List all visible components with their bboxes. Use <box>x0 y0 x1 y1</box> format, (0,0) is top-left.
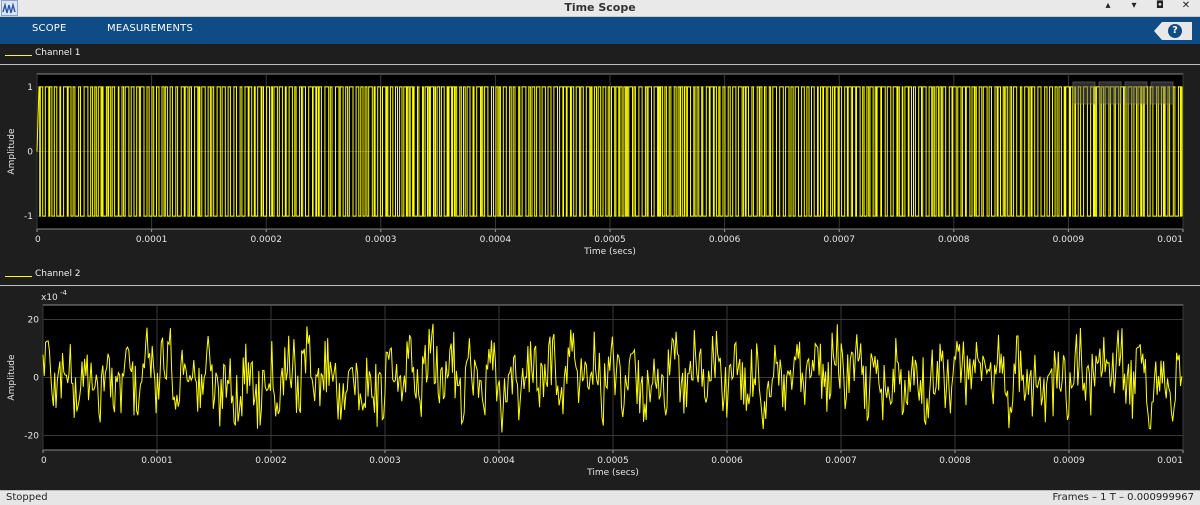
x-tick-label: 0.0002 <box>255 456 287 466</box>
legend-label: Channel 2 <box>35 269 81 279</box>
tab-scope[interactable]: SCOPE <box>32 23 67 34</box>
legend-channel-2[interactable]: Channel 2 <box>0 266 1200 286</box>
close-button[interactable]: ✕ <box>1181 0 1191 11</box>
y-tick-label: 1 <box>27 83 33 93</box>
window-title: Time Scope <box>564 1 636 14</box>
legend-label: Channel 1 <box>35 48 81 58</box>
minimize-button[interactable]: ▴ <box>1105 0 1111 11</box>
y-tick-label: 0 <box>33 374 39 384</box>
channel-2-plot[interactable]: 0 0.0001 0.0002 0.0003 0.0004 0.0005 0.0006 0.0… <box>0 287 1200 487</box>
y-tick-label: 0 <box>27 148 33 158</box>
frame-info: Frames – 1 T – 0.000999967 <box>1052 492 1194 503</box>
x-tick-label: 0.0007 <box>823 235 855 245</box>
scale-axes-icon[interactable] <box>1150 81 1174 105</box>
x-tick-label: 0 <box>35 235 41 245</box>
x-tick-label: 0.0003 <box>369 456 401 466</box>
x-tick-label: 0 <box>41 456 47 466</box>
plot-toolbar <box>1072 81 1174 105</box>
x-tick-label: 0.0002 <box>250 235 282 245</box>
toolstrip-tabs: SCOPE MEASUREMENTS ? <box>0 17 1200 44</box>
channel-1-plot[interactable]: 0 0.0001 0.0002 0.0003 0.0004 0.0005 0.0006 0.0… <box>0 66 1200 261</box>
maximize-button[interactable]: ◘ <box>1156 0 1164 11</box>
x-tick-label: 0.0004 <box>480 235 512 245</box>
x-axis-label: Time (secs) <box>583 247 636 257</box>
legend-swatch <box>5 55 32 56</box>
tab-measurements[interactable]: MEASUREMENTS <box>107 23 194 34</box>
x-tick-label: 0.0007 <box>825 456 857 466</box>
x-tick-label: 0.0009 <box>1053 235 1085 245</box>
y-axis-label: Amplitude <box>7 354 17 401</box>
x-tick-label: 0.0003 <box>365 235 397 245</box>
data-cursor-icon[interactable] <box>1072 81 1096 105</box>
y-tick-label: 20 <box>28 316 40 326</box>
x-axis-label: Time (secs) <box>586 468 639 478</box>
x-tick-label: 0.0005 <box>594 235 626 245</box>
x-tick-label: 0.0004 <box>483 456 515 466</box>
help-button-container: ? <box>1154 22 1192 40</box>
x-tick-label: 0.001 <box>1157 456 1183 466</box>
help-button[interactable]: ? <box>1168 24 1182 38</box>
title-bar: Time Scope ▴ ▾ ◘ ✕ <box>0 0 1200 17</box>
x-tick-label: 0.0008 <box>938 235 970 245</box>
y-tick-label: -1 <box>24 212 33 222</box>
x-tick-label: 0.0005 <box>597 456 629 466</box>
y-tick-label: -20 <box>24 432 39 442</box>
signal-trace <box>36 86 1183 217</box>
y-axis-label: Amplitude <box>7 128 17 175</box>
x-tick-label: 0.0001 <box>141 456 173 466</box>
zoom-icon[interactable] <box>1124 81 1148 105</box>
x-tick-label: 0.0008 <box>939 456 971 466</box>
x-tick-label: 0.001 <box>1157 235 1183 245</box>
x-tick-label: 0.0009 <box>1053 456 1085 466</box>
legend-swatch <box>5 276 32 277</box>
waveform-icon <box>2 2 16 14</box>
legend-channel-1[interactable]: Channel 1 <box>0 45 1200 65</box>
signal-trace <box>42 323 1183 433</box>
x-tick-label: 0.0006 <box>709 235 741 245</box>
y-exponent-power: -4 <box>60 289 68 297</box>
status-bar: Stopped Frames – 1 T – 0.000999967 <box>0 490 1200 505</box>
x-tick-label: 0.0006 <box>711 456 743 466</box>
pan-icon[interactable] <box>1098 81 1122 105</box>
restore-button[interactable]: ▾ <box>1131 0 1137 11</box>
status-text: Stopped <box>6 492 48 503</box>
x-tick-label: 0.0001 <box>136 235 168 245</box>
y-exponent-label: x10 <box>41 293 58 303</box>
app-icon <box>1 0 18 16</box>
